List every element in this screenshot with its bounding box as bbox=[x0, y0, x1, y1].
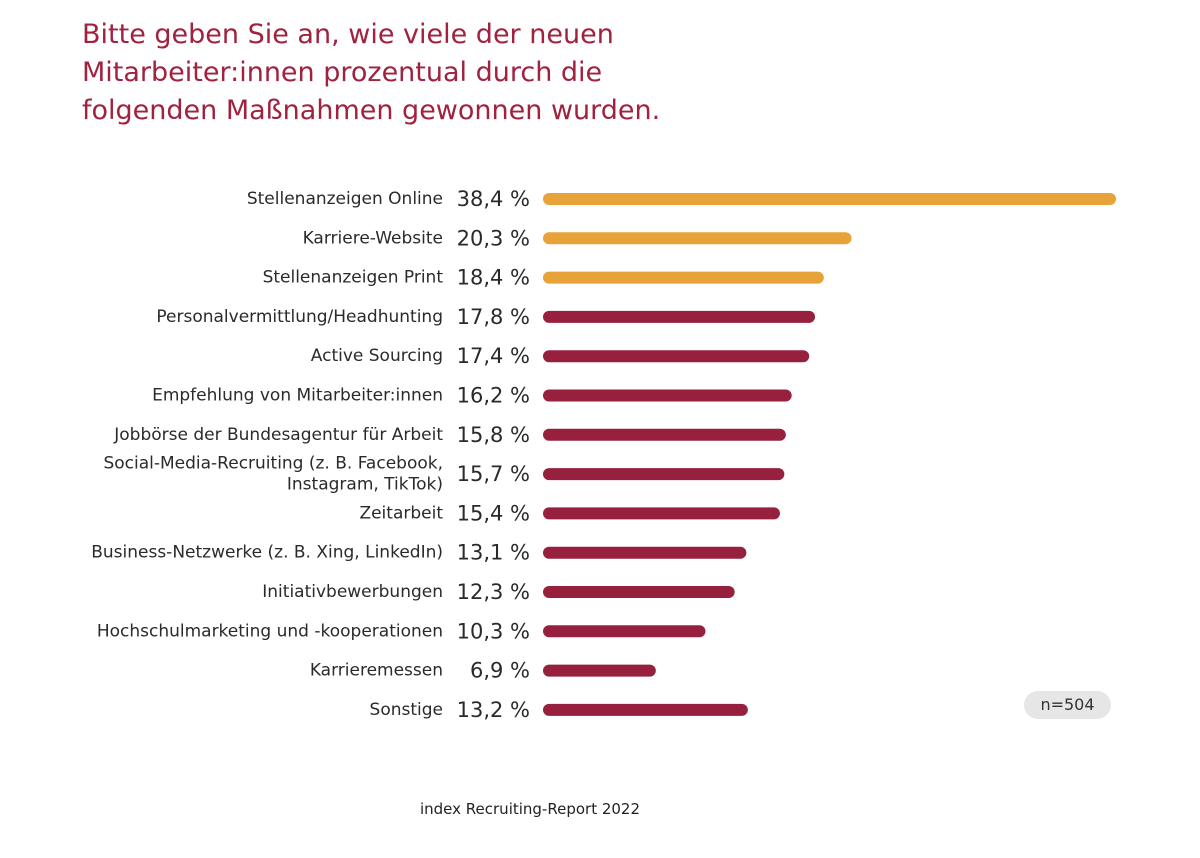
bar-row: Active Sourcing 17,4 % bbox=[311, 344, 810, 368]
category-label: Karrieremessen bbox=[310, 661, 443, 681]
category-label-line: Karrieremessen bbox=[310, 661, 443, 681]
category-label-line: Jobbörse der Bundesagentur für Arbeit bbox=[113, 425, 443, 445]
chart-title: Bitte geben Sie an, wie viele der neuen … bbox=[82, 16, 702, 130]
chart-title-line: Bitte geben Sie an, wie viele der neuen bbox=[82, 19, 614, 50]
category-label-line: Business-Netzwerke (z. B. Xing, LinkedIn… bbox=[91, 543, 443, 563]
category-label: Stellenanzeigen Print bbox=[263, 268, 444, 288]
category-label: Stellenanzeigen Online bbox=[247, 189, 443, 209]
value-label: 16,2 % bbox=[457, 384, 530, 408]
category-label-line: Karriere-Website bbox=[303, 228, 443, 248]
category-label-line: Active Sourcing bbox=[311, 346, 443, 366]
bar-row: Jobbörse der Bundesagentur für Arbeit 15,… bbox=[113, 423, 786, 447]
category-label: Active Sourcing bbox=[311, 346, 443, 366]
chart-title-line: folgenden Maßnahmen gewonnen wurden. bbox=[82, 95, 661, 126]
value-label: 12,3 % bbox=[457, 580, 530, 604]
bar-row: Hochschulmarketing und -kooperationen 10,… bbox=[97, 619, 706, 643]
value-label: 20,3 % bbox=[457, 226, 530, 250]
category-label-line: Stellenanzeigen Online bbox=[247, 189, 443, 209]
bar-chart: Stellenanzeigen Online 38,4 % Karriere-Web… bbox=[91, 187, 1116, 722]
category-label-line: Zeitarbeit bbox=[359, 503, 443, 523]
category-label: Initiativbewerbungen bbox=[262, 582, 443, 602]
sample-size-badge: n=504 bbox=[1024, 691, 1111, 719]
bar-row: Sonstige 13,2 % bbox=[370, 698, 748, 722]
category-label-line: Instagram, TikTok) bbox=[287, 475, 443, 495]
bar-row: Karriere-Website 20,3 % bbox=[303, 226, 852, 250]
value-label: 38,4 % bbox=[457, 187, 530, 211]
category-label: Zeitarbeit bbox=[359, 503, 443, 523]
category-label-line: Initiativbewerbungen bbox=[262, 582, 443, 602]
value-label: 17,8 % bbox=[457, 305, 530, 329]
category-label: Business-Netzwerke (z. B. Xing, LinkedIn… bbox=[91, 543, 443, 563]
value-label: 10,3 % bbox=[457, 619, 530, 643]
category-label: Social-Media-Recruiting (z. B. Facebook,… bbox=[103, 454, 443, 495]
category-label-line: Empfehlung von Mitarbeiter:innen bbox=[152, 386, 443, 406]
value-label: 15,4 % bbox=[457, 501, 530, 525]
value-label: 13,2 % bbox=[457, 698, 530, 722]
category-label-line: Personalvermittlung/Headhunting bbox=[156, 307, 443, 327]
value-label: 17,4 % bbox=[457, 344, 530, 368]
category-label: Empfehlung von Mitarbeiter:innen bbox=[152, 386, 443, 406]
bar-row: Personalvermittlung/Headhunting 17,8 % bbox=[156, 305, 816, 329]
category-label: Hochschulmarketing und -kooperationen bbox=[97, 621, 443, 641]
value-label: 6,9 % bbox=[470, 659, 530, 683]
category-label: Jobbörse der Bundesagentur für Arbeit bbox=[113, 425, 443, 445]
category-label-line: Sonstige bbox=[370, 700, 443, 720]
bar-row: Social-Media-Recruiting (z. B. Facebook,… bbox=[103, 454, 785, 495]
bar-row: Stellenanzeigen Online 38,4 % bbox=[247, 187, 1116, 211]
value-label: 18,4 % bbox=[457, 266, 530, 290]
bar-row: Empfehlung von Mitarbeiter:innen 16,2 % bbox=[152, 384, 792, 408]
source-note: index Recruiting-Report 2022 bbox=[419, 800, 641, 818]
category-label: Personalvermittlung/Headhunting bbox=[156, 307, 443, 327]
bar-row: Initiativbewerbungen 12,3 % bbox=[262, 580, 735, 604]
bar-row: Zeitarbeit 15,4 % bbox=[359, 501, 780, 525]
bar-row: Business-Netzwerke (z. B. Xing, LinkedIn… bbox=[91, 541, 747, 565]
category-label-line: Social-Media-Recruiting (z. B. Facebook, bbox=[103, 454, 443, 474]
chart-title-line: Mitarbeiter:innen prozentual durch die bbox=[82, 57, 603, 88]
category-label: Sonstige bbox=[370, 700, 443, 720]
bar-row: Stellenanzeigen Print 18,4 % bbox=[263, 266, 824, 290]
category-label-line: Hochschulmarketing und -kooperationen bbox=[97, 621, 443, 641]
value-label: 13,1 % bbox=[457, 541, 530, 565]
value-label: 15,8 % bbox=[457, 423, 530, 447]
category-label-line: Stellenanzeigen Print bbox=[263, 268, 444, 288]
bar-row: Karrieremessen 6,9 % bbox=[310, 659, 656, 683]
category-label: Karriere-Website bbox=[303, 228, 443, 248]
value-label: 15,7 % bbox=[457, 462, 530, 486]
